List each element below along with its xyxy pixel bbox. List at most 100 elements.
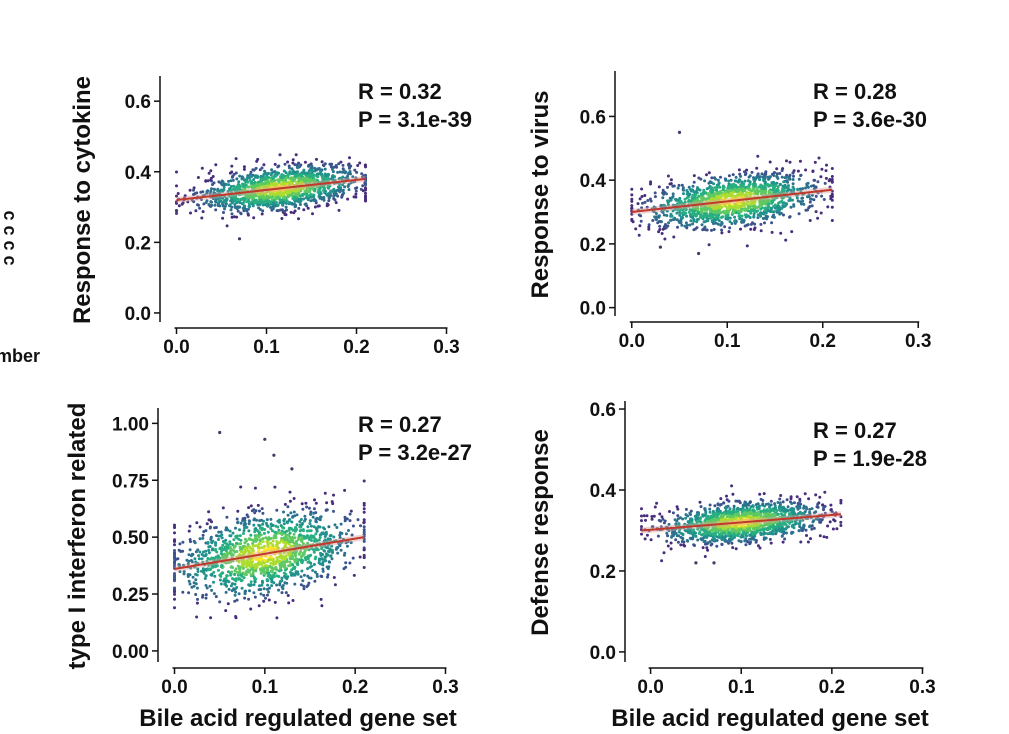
scatter-point [324,192,328,196]
scatter-point [283,538,287,542]
scatter-point [331,189,335,193]
scatter-point [266,567,270,571]
scatter-point [272,192,275,196]
scatter-point [263,549,267,553]
scatter-point [295,542,299,545]
scatter-point [221,204,225,208]
scatter-point [779,231,783,235]
scatter-point [271,539,275,543]
scatter-point [356,164,360,167]
scatter-point [241,558,245,562]
scatter-point [230,164,234,168]
scatter-point [342,567,346,571]
scatter-point [173,556,176,560]
scatter-point [334,201,338,205]
scatter-point [247,570,251,574]
scatter-point [800,196,804,200]
scatter-point [348,512,352,516]
scatter-point [354,186,357,190]
scatter-point [747,206,751,210]
scatter-point [173,579,176,583]
scatter-point [311,173,315,177]
scatter-point [291,599,295,602]
scatter-point [192,584,196,588]
scatter-point [816,180,820,184]
scatter-point [811,170,815,173]
scatter-point [204,179,208,183]
scatter-point [751,204,755,208]
scatter-point [261,581,264,585]
scatter-point [276,531,280,535]
scatter-point [210,563,214,567]
scatter-point [665,214,669,217]
scatter-point [248,519,252,523]
scatter-point [687,199,691,203]
scatter-point [718,509,722,513]
scatter-point [321,569,325,573]
scatter-point [257,542,261,546]
scatter-point [752,176,755,180]
scatter-point [293,565,297,569]
scatter-point [299,163,303,167]
scatter-point [669,541,673,545]
scatter-point [232,588,236,592]
scatter-point [362,501,366,505]
scatter-point-outlier [697,251,701,256]
scatter-point [669,178,673,182]
scatter-point [778,497,782,501]
scatter-point [723,204,727,208]
scatter-point [183,194,187,198]
scatter-point [683,197,687,201]
scatter-point [306,206,310,210]
scatter-point [251,571,255,575]
scatter-point [225,224,229,228]
scatter-point [213,526,217,530]
scatter-point [233,593,237,597]
scatter-point [188,582,192,586]
scatter-point [730,222,734,225]
scatter-point [285,199,289,203]
scatter-point [349,541,353,545]
scatter-point [763,202,767,206]
scatter-point [667,199,671,203]
scatter-point [195,573,199,577]
scatter-point [252,518,256,522]
scatter-point [753,184,757,188]
scatter-point [176,192,180,195]
scatter-point [720,202,724,206]
scatter-point [731,173,735,177]
scatter-point [286,513,290,517]
scatter-point [826,205,830,209]
scatter-point [828,178,832,181]
scatter-point [669,547,673,551]
scatter-point [288,535,292,539]
scatter-point [300,569,304,573]
scatter-point [250,186,254,190]
scatter-point [262,593,266,597]
scatter-point [205,522,209,526]
scatter-point [748,187,752,191]
scatter-point [314,532,318,536]
scatter-point [256,187,260,191]
scatter-point [691,184,695,188]
scatter-point [302,176,306,180]
scatter-point [712,203,716,207]
scatter-point [310,536,314,539]
scatter-point [744,208,747,212]
y-axis-title: Response to cytokine [69,76,96,324]
scatter-point [210,187,213,191]
scatter-point [301,579,305,583]
scatter-point [259,538,262,542]
scatter-point [657,230,661,234]
scatter-point [668,182,672,186]
scatter-point [240,586,244,590]
scatter-point [202,571,206,575]
scatter-point [242,529,246,533]
scatter-point [630,212,634,216]
scatter-point [362,566,366,569]
scatter-point [296,176,300,180]
scatter-point [298,558,302,562]
scatter-point [259,592,263,596]
scatter-point [716,192,720,196]
scatter-point [233,550,237,554]
